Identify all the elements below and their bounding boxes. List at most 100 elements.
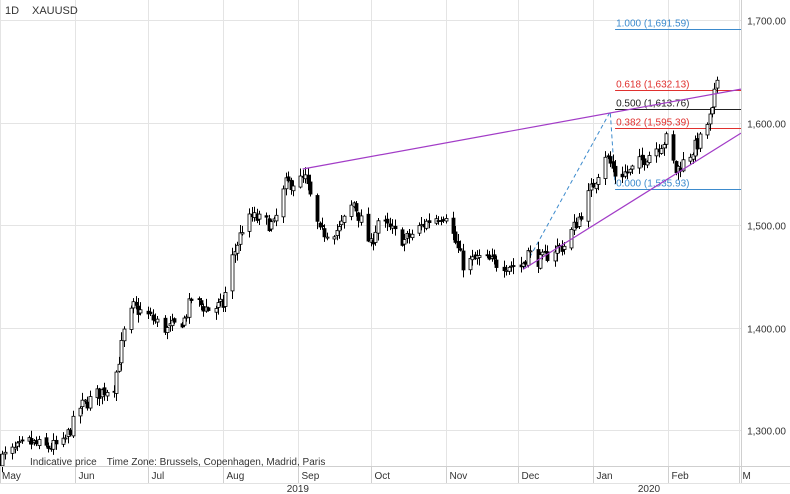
- candle: [223, 286, 228, 313]
- candle-body: [151, 314, 156, 321]
- candle: [151, 309, 156, 325]
- candle-body: [332, 236, 337, 240]
- candle-body: [187, 298, 192, 318]
- candle-body: [114, 371, 119, 394]
- candle-body: [320, 225, 325, 228]
- x-tick-label: Sep: [302, 471, 320, 482]
- candle: [359, 209, 364, 226]
- candle: [17, 436, 22, 448]
- candle: [122, 326, 127, 347]
- candle-body: [15, 442, 20, 447]
- candle: [88, 390, 93, 411]
- trendlines[interactable]: [302, 88, 742, 270]
- candle: [453, 225, 458, 245]
- candle-body: [97, 388, 102, 399]
- candle-body: [218, 298, 223, 302]
- candle-body: [339, 220, 344, 226]
- candle-body: [366, 213, 371, 242]
- candle: [402, 234, 407, 252]
- candle-body: [134, 301, 139, 306]
- y-tick-label: 1,700.00: [747, 17, 786, 28]
- candle-body: [315, 195, 320, 222]
- candle-body: [654, 148, 659, 157]
- trendline: [302, 88, 742, 170]
- candle-body: [216, 302, 221, 308]
- candle-body: [538, 254, 543, 269]
- candle-body: [182, 317, 187, 326]
- candle-body: [458, 248, 463, 251]
- candle-body: [511, 265, 516, 267]
- candle: [427, 213, 432, 229]
- candle-body: [206, 307, 211, 311]
- candle: [291, 180, 296, 197]
- candle: [308, 174, 313, 197]
- candle: [424, 218, 429, 231]
- x-tick-label: Jul: [152, 471, 165, 482]
- candle: [603, 151, 608, 185]
- candle: [257, 210, 262, 226]
- candle-body: [586, 190, 591, 222]
- fibonacci-retracement[interactable]: 1.000 (1,691.59) 0.618 (1,632.13) 0.500 (1…: [522, 19, 741, 270]
- footer-note: Indicative price Time Zone: Brussels, Cop…: [30, 457, 335, 468]
- candle-body: [461, 250, 466, 271]
- candle-body: [201, 306, 206, 312]
- y-tick-label: 1,400.00: [747, 325, 786, 336]
- candle: [393, 219, 398, 236]
- candle-body: [342, 215, 347, 223]
- x-tick-label: Jan: [597, 471, 613, 482]
- candle: [664, 131, 669, 149]
- interval-label[interactable]: 1D: [5, 5, 20, 17]
- candle-body: [37, 439, 42, 446]
- candle-body: [337, 226, 342, 232]
- candle-body: [264, 215, 269, 218]
- candle: [172, 317, 177, 325]
- candle: [589, 178, 594, 198]
- candle: [461, 243, 466, 278]
- candle-body: [574, 221, 579, 229]
- candle: [407, 228, 412, 244]
- candle-body: [44, 437, 49, 446]
- candle-body: [410, 233, 415, 239]
- candle-body: [303, 174, 308, 180]
- candle-body: [596, 177, 601, 185]
- candle: [671, 130, 676, 164]
- candle-body: [695, 138, 700, 150]
- candle-body: [138, 309, 143, 314]
- candle-body: [698, 133, 703, 149]
- candle: [34, 436, 39, 447]
- candle-body: [407, 233, 412, 238]
- candle-body: [688, 156, 693, 162]
- candle: [230, 247, 235, 299]
- candle: [613, 159, 618, 184]
- candle-body: [172, 318, 177, 323]
- candle-body: [51, 440, 56, 450]
- candle: [54, 435, 59, 450]
- candle-body: [85, 401, 90, 409]
- x-tick-label: Oct: [375, 471, 391, 482]
- candle-body: [155, 318, 160, 323]
- candle: [349, 200, 354, 221]
- candle-body: [507, 266, 512, 272]
- candle-body: [671, 134, 676, 161]
- candle: [214, 305, 219, 320]
- candlestick-series: [0, 76, 720, 473]
- candle-body: [284, 177, 289, 190]
- candle-body: [71, 415, 76, 437]
- candle: [322, 224, 327, 242]
- candle: [78, 406, 83, 424]
- candle-body: [148, 311, 153, 315]
- candle-body: [526, 250, 531, 266]
- candle: [354, 201, 359, 217]
- fib-level-label: 0.500 (1,613.76): [616, 99, 689, 110]
- candle: [502, 260, 507, 278]
- fib-level-label: 0.618 (1,632.13): [616, 80, 689, 91]
- candle: [647, 151, 652, 164]
- symbol-label[interactable]: XAUUSD: [32, 5, 78, 17]
- candle-body: [451, 217, 456, 234]
- candle: [129, 305, 134, 334]
- candle-body: [240, 232, 245, 235]
- fib-swing-line: [522, 109, 616, 270]
- candle-body: [712, 88, 717, 108]
- candle: [163, 315, 168, 336]
